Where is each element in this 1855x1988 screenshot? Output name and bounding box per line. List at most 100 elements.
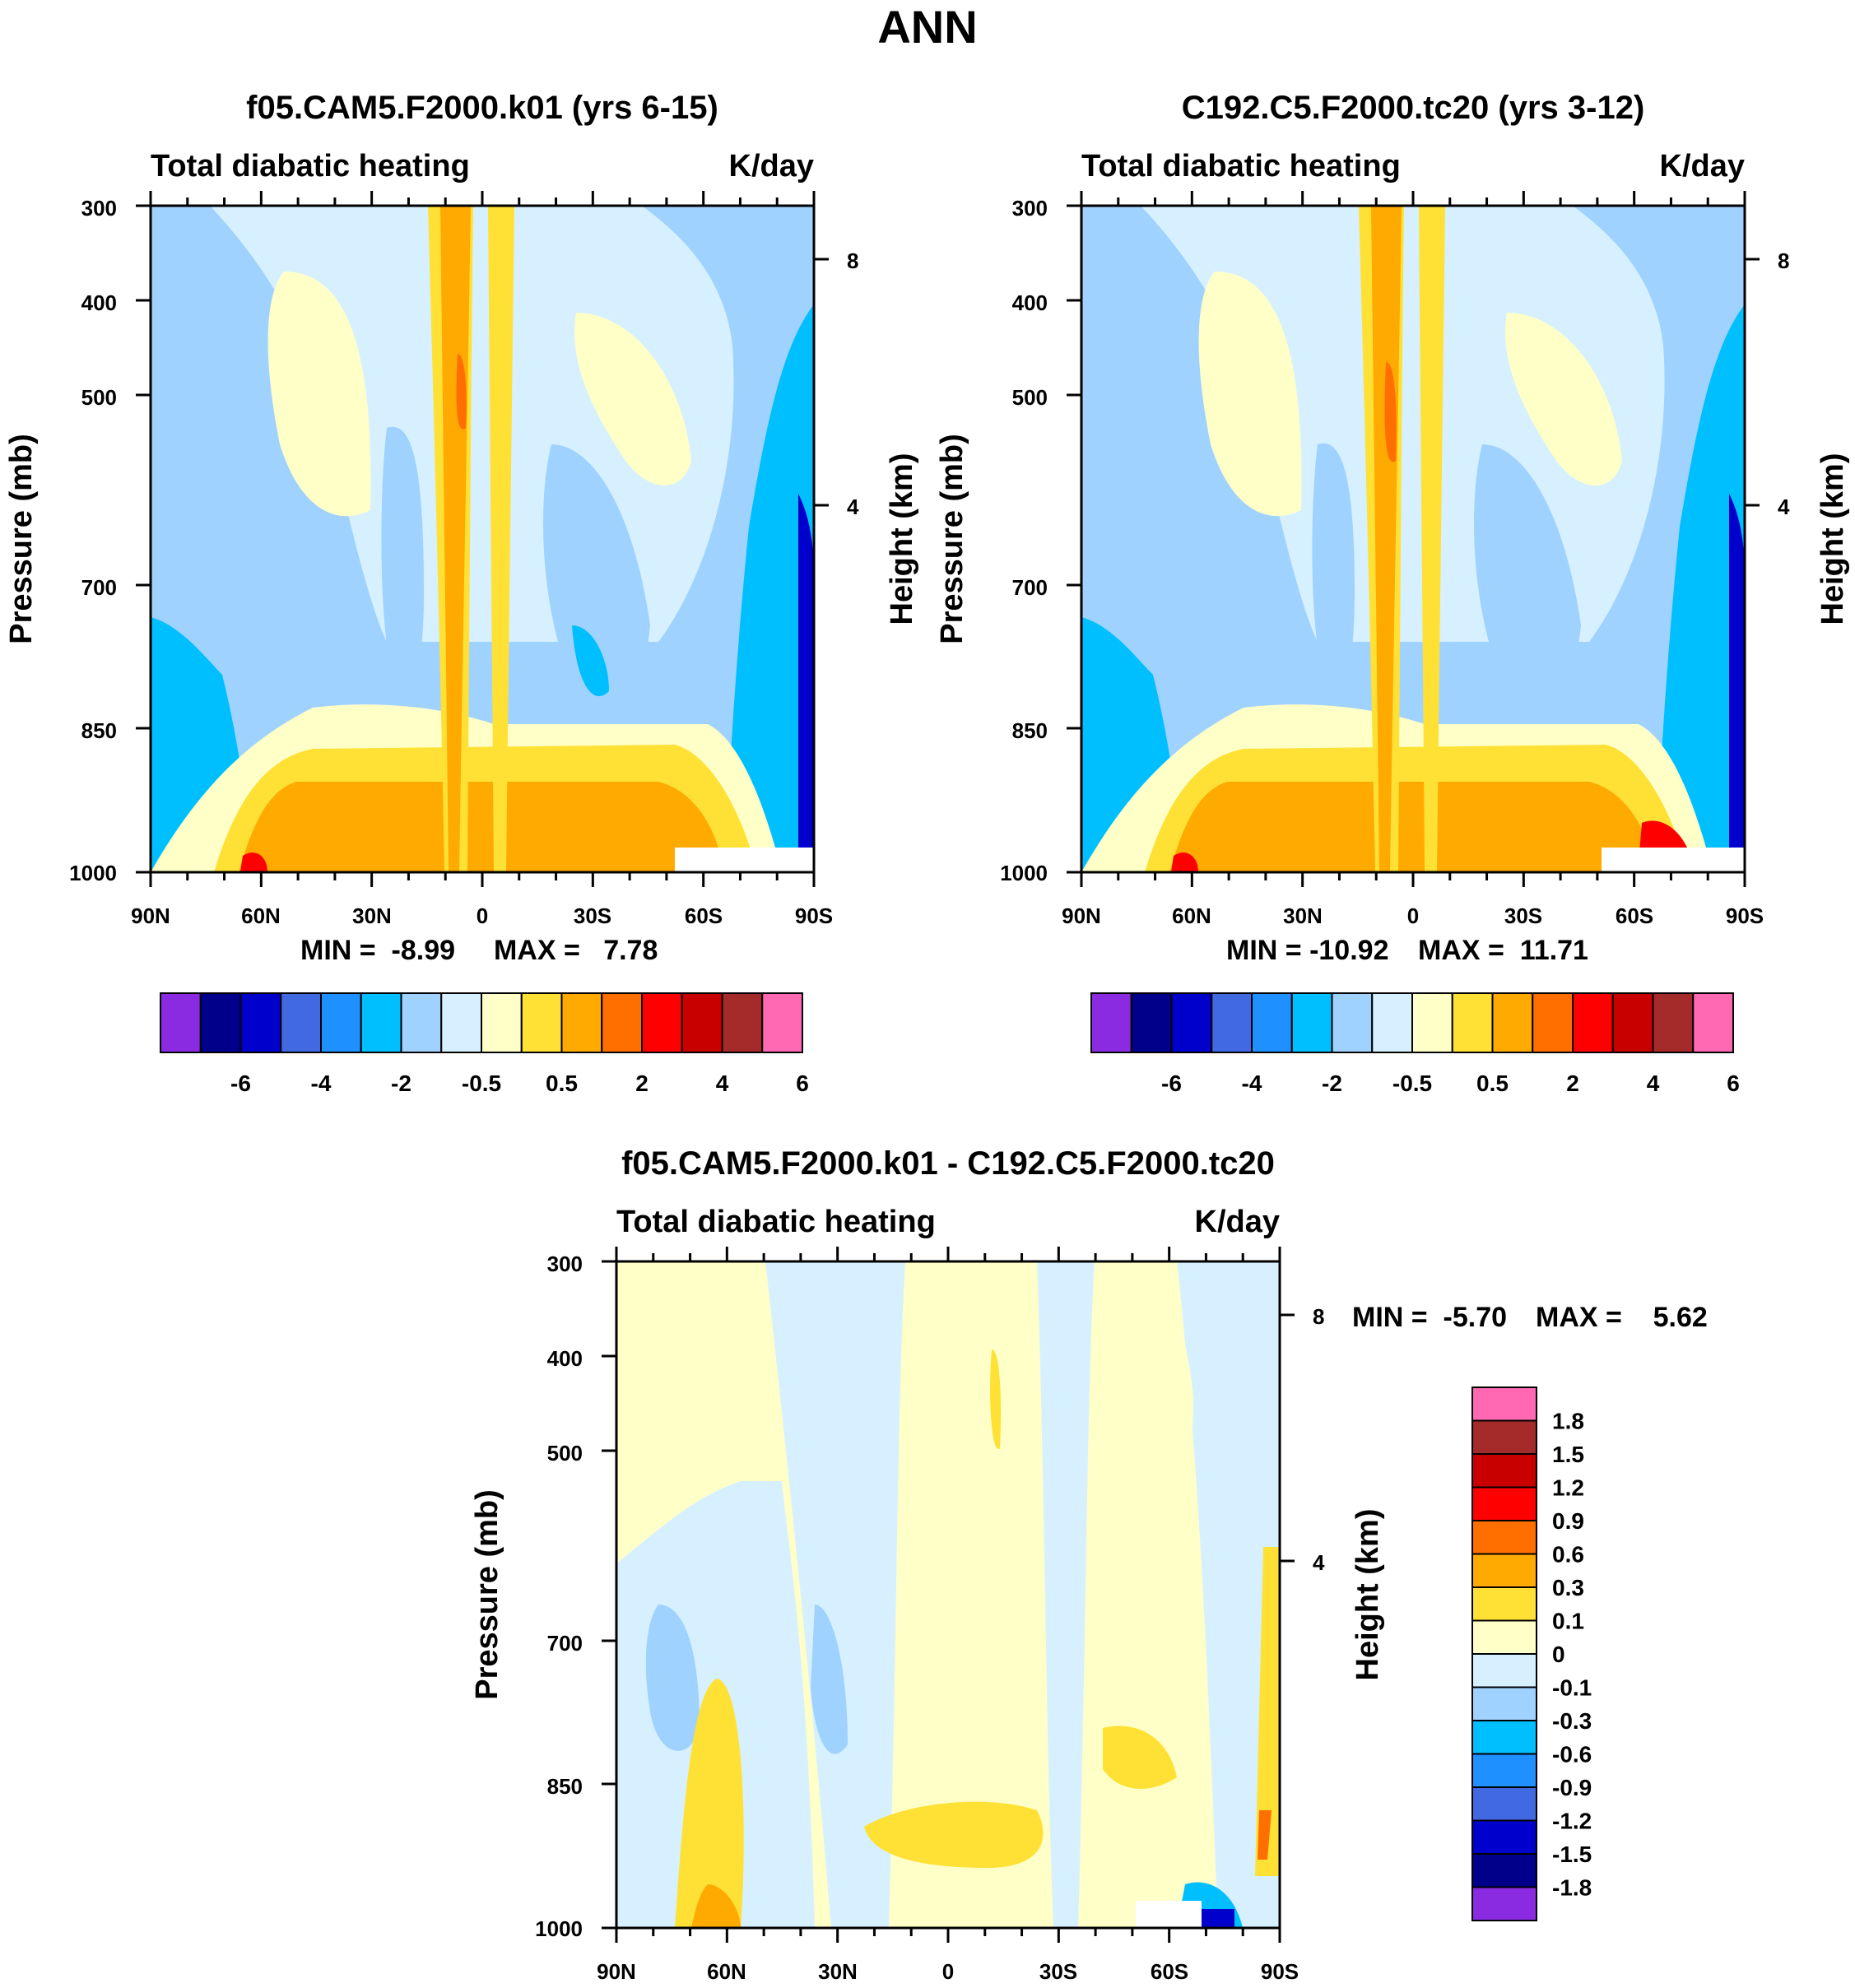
colorbar-label: -0.1 xyxy=(1552,1675,1592,1701)
panel-3-right-string: K/day xyxy=(1195,1205,1280,1239)
colorbar-swatch xyxy=(1471,1853,1537,1888)
panel-2-xtick-90s: 90S xyxy=(1726,903,1764,928)
colorbar-swatch xyxy=(721,992,764,1053)
panel-2-y2tick-8: 8 xyxy=(1778,248,1789,273)
colorbar-swatch xyxy=(1471,1486,1537,1521)
panel-3-y2tick-8: 8 xyxy=(1313,1304,1324,1329)
panel-2-xtick-30s: 30S xyxy=(1504,903,1542,928)
panel-3-xtick-60n: 60N xyxy=(707,1959,746,1984)
panel-2-y2tick-4: 4 xyxy=(1778,495,1790,519)
colorbar-swatch xyxy=(1471,1386,1537,1422)
panel-2-min: MIN = -10.92 xyxy=(1226,935,1388,966)
colorbar-swatch xyxy=(1491,992,1534,1053)
colorbar-label: -6 xyxy=(1161,1071,1182,1096)
panel-3-xtick-30n: 30N xyxy=(818,1959,858,1984)
panel-3-max: MAX = 5.62 xyxy=(1536,1302,1708,1333)
colorbar-swatch xyxy=(1471,1453,1537,1489)
panel-2-ytick-700: 700 xyxy=(1012,575,1048,600)
colorbar-swatch xyxy=(1572,992,1614,1053)
colorbar-swatch xyxy=(1471,1553,1537,1588)
colorbar-label: -0.5 xyxy=(1392,1071,1432,1096)
panel-3-ytick-300: 300 xyxy=(547,1252,583,1276)
panel-2-contour-field xyxy=(1081,206,1745,872)
colorbar-swatch xyxy=(1532,992,1574,1053)
panel-1-y2tick-8: 8 xyxy=(847,248,858,273)
colorbar-swatch xyxy=(239,992,282,1053)
colorbar-swatch xyxy=(360,992,402,1053)
colorbar-swatch xyxy=(1371,992,1413,1053)
colorbar-swatch xyxy=(1471,1619,1537,1655)
panel-3-colorbar: 1.8 1.5 1.2 0.9 0.6 0.3 0.1 0 -0.1 -0.3 -0.6 -0.9 -1… xyxy=(1471,1386,1592,1921)
panel-1-xtick-0: 0 xyxy=(477,903,488,928)
panel-2-xtick-90n: 90N xyxy=(1062,903,1101,928)
panel-1-contour-field xyxy=(151,206,814,872)
panel-2-ytick-500: 500 xyxy=(1012,385,1048,410)
colorbar-swatch xyxy=(681,992,723,1053)
panel-1-max: MAX = 7.78 xyxy=(494,935,658,966)
panel-3-xtick-0: 0 xyxy=(942,1959,954,1984)
panel-3-xtick-30s: 30S xyxy=(1039,1959,1077,1984)
panel-3-ytick-850: 850 xyxy=(547,1774,583,1799)
colorbar-swatch xyxy=(641,992,683,1053)
panel-1-ytick-1000: 1000 xyxy=(69,861,117,885)
panel-2-xtick-60n: 60N xyxy=(1172,903,1211,928)
colorbar-swatch xyxy=(1090,992,1132,1053)
colorbar-swatch xyxy=(1471,1786,1537,1822)
colorbar-swatch xyxy=(199,992,242,1053)
colorbar-label: 0 xyxy=(1552,1642,1565,1667)
panel-3-xtick-60s: 60S xyxy=(1151,1959,1188,1984)
colorbar-swatch xyxy=(481,992,523,1053)
colorbar-swatch xyxy=(1471,1419,1537,1455)
colorbar-label: 0.9 xyxy=(1552,1508,1584,1534)
panel-1-ytick-500: 500 xyxy=(81,385,117,410)
colorbar-swatch xyxy=(1211,992,1253,1053)
colorbar-label: -0.9 xyxy=(1552,1775,1592,1800)
panel-3-ytick-500: 500 xyxy=(547,1441,583,1465)
colorbar-label: -4 xyxy=(1242,1071,1262,1096)
colorbar-label: -0.3 xyxy=(1552,1708,1592,1734)
panel-2-left-string: Total diabatic heating xyxy=(1081,149,1401,183)
colorbar-swatch xyxy=(280,992,322,1053)
colorbar-label: -1.5 xyxy=(1552,1842,1592,1867)
panel-2: C192.C5.F2000.tc20 (yrs 3-12) Total diab… xyxy=(935,90,1850,1096)
panel-1-min: MIN = -8.99 xyxy=(300,935,455,966)
colorbar-label: -2 xyxy=(1322,1071,1342,1096)
panel-3-y2label: Height (km) xyxy=(1351,1509,1385,1681)
panel-1-colorbar: -6 -4 -2 -0.5 0.5 2 4 6 xyxy=(160,992,809,1096)
colorbar-swatch xyxy=(1331,992,1374,1053)
panel-2-xtick-30n: 30N xyxy=(1283,903,1323,928)
colorbar-swatch xyxy=(1471,1720,1537,1755)
colorbar-swatch xyxy=(560,992,603,1053)
colorbar-swatch xyxy=(1652,992,1695,1053)
panel-1-y2label: Height (km) xyxy=(885,453,919,625)
panel-1-ytick-850: 850 xyxy=(81,718,117,743)
colorbar-swatch xyxy=(1611,992,1654,1053)
panel-1-ytick-300: 300 xyxy=(81,196,117,221)
colorbar-label: 6 xyxy=(1727,1071,1740,1096)
panel-3: f05.CAM5.F2000.k01 - C192.C5.F2000.tc20 … xyxy=(470,1145,1708,1984)
panel-2-ylabel: Pressure (mb) xyxy=(935,434,969,644)
colorbar-swatch xyxy=(1471,1819,1537,1855)
colorbar-swatch xyxy=(1471,1586,1537,1622)
panel-1-ytick-400: 400 xyxy=(81,290,117,315)
colorbar-swatch xyxy=(1130,992,1173,1053)
colorbar-label: 0.6 xyxy=(1552,1542,1584,1568)
colorbar-label: 4 xyxy=(1647,1071,1660,1096)
colorbar-swatch xyxy=(601,992,643,1053)
colorbar-swatch xyxy=(520,992,563,1053)
panel-1: f05.CAM5.F2000.k01 (yrs 6-15) Total diab… xyxy=(4,90,919,1096)
colorbar-label: 0.1 xyxy=(1552,1609,1584,1634)
colorbar-swatch xyxy=(1471,1520,1537,1555)
colorbar-swatch xyxy=(761,992,803,1053)
colorbar-swatch xyxy=(1471,1753,1537,1788)
panel-1-title: f05.CAM5.F2000.k01 (yrs 6-15) xyxy=(246,90,718,126)
panel-3-title: f05.CAM5.F2000.k01 - C192.C5.F2000.tc20 xyxy=(621,1145,1275,1182)
panel-1-xtick-30n: 30N xyxy=(352,903,392,928)
panel-2-right-string: K/day xyxy=(1660,149,1745,183)
panel-3-xtick-90n: 90N xyxy=(597,1959,636,1984)
colorbar-swatch xyxy=(1290,992,1333,1053)
panel-2-xtick-0: 0 xyxy=(1407,903,1419,928)
colorbar-swatch xyxy=(1451,992,1494,1053)
colorbar-swatch xyxy=(1170,992,1213,1053)
